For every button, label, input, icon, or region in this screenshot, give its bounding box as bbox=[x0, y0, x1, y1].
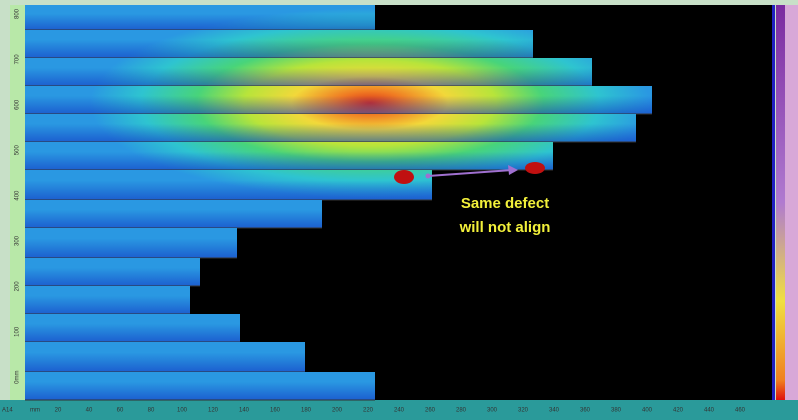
color-bar bbox=[776, 5, 785, 400]
left-ruler-label: 100 bbox=[15, 326, 21, 337]
left-ruler-label: 200 bbox=[15, 281, 21, 292]
right-ruler bbox=[785, 5, 798, 400]
left-ruler-label: 800 bbox=[15, 8, 21, 19]
corner-label: A14 bbox=[2, 408, 13, 414]
ticks: 800 700 600 500 400 300 200 100 0mm 20 40 60 80 100 12… bbox=[15, 8, 746, 413]
defect bbox=[394, 170, 414, 184]
left-ruler-label: 0mm bbox=[15, 371, 21, 384]
bottom-ruler-label: 380 bbox=[611, 408, 622, 414]
bottom-ruler-label: 440 bbox=[704, 408, 715, 414]
defect bbox=[525, 162, 545, 174]
bottom-ruler-label: 460 bbox=[735, 408, 746, 414]
strip-shade bbox=[25, 142, 553, 170]
strip-shade bbox=[25, 258, 200, 286]
strip-shade bbox=[25, 372, 375, 400]
unit-label: mm bbox=[30, 408, 40, 414]
strip-shade bbox=[25, 200, 322, 228]
strip-shade bbox=[25, 58, 592, 86]
bottom-ruler bbox=[0, 400, 798, 420]
strip-shade bbox=[25, 5, 375, 30]
bottom-ruler-label: 180 bbox=[301, 408, 312, 414]
strip-shade bbox=[25, 170, 432, 200]
bottom-ruler-label: 320 bbox=[518, 408, 529, 414]
bottom-ruler-label: 420 bbox=[673, 408, 684, 414]
left-ruler-label: 600 bbox=[15, 99, 21, 110]
bottom-ruler-label: 40 bbox=[86, 408, 93, 414]
bottom-ruler-label: 160 bbox=[270, 408, 281, 414]
strip-shade bbox=[25, 314, 240, 342]
strip-shade bbox=[25, 228, 237, 258]
cursor-line bbox=[772, 5, 775, 400]
bottom-ruler-label: 240 bbox=[394, 408, 405, 414]
arrow-tail bbox=[425, 173, 431, 179]
bottom-ruler-label: 360 bbox=[580, 408, 591, 414]
strip-shade bbox=[25, 286, 190, 314]
annotation: will not align bbox=[459, 219, 551, 236]
arrow-head bbox=[508, 165, 518, 175]
bottom-ruler-label: 300 bbox=[487, 408, 498, 414]
bottom-ruler-label: 280 bbox=[456, 408, 467, 414]
bottom-ruler-label: 200 bbox=[332, 408, 343, 414]
left-ruler bbox=[10, 5, 25, 400]
strip-shade bbox=[25, 86, 652, 114]
strip-shade bbox=[25, 342, 305, 372]
left-ruler-label: 500 bbox=[15, 145, 21, 156]
bottom-ruler-label: 220 bbox=[363, 408, 374, 414]
bottom-ruler-label: 80 bbox=[148, 408, 155, 414]
left-ruler-label: 400 bbox=[15, 190, 21, 201]
bottom-ruler-label: 100 bbox=[177, 408, 188, 414]
bottom-ruler-label: 60 bbox=[117, 408, 124, 414]
bottom-ruler-label: 120 bbox=[208, 408, 219, 414]
bottom-ruler-label: 260 bbox=[425, 408, 436, 414]
bottom-ruler-label: 20 bbox=[55, 408, 62, 414]
strips bbox=[25, 5, 652, 401]
strip-shade bbox=[25, 114, 636, 142]
annotation: Same defect bbox=[461, 195, 549, 212]
left-ruler-label: 700 bbox=[15, 54, 21, 65]
bottom-ruler-label: 340 bbox=[549, 408, 560, 414]
bottom-ruler-label: 400 bbox=[642, 408, 653, 414]
left-ruler-label: 300 bbox=[15, 235, 21, 246]
arrow bbox=[427, 169, 513, 177]
strip-shade bbox=[25, 30, 533, 58]
bottom-ruler-label: 140 bbox=[239, 408, 250, 414]
